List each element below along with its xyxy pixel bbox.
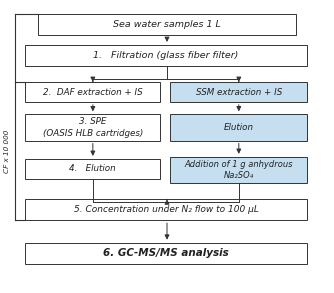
Text: 3. SPE
(OASIS HLB cartridges): 3. SPE (OASIS HLB cartridges)	[42, 117, 143, 137]
FancyBboxPatch shape	[170, 114, 307, 141]
FancyBboxPatch shape	[25, 45, 307, 66]
FancyBboxPatch shape	[170, 82, 307, 102]
FancyBboxPatch shape	[25, 159, 160, 179]
Text: 1.   Filtration (glass fiber filter): 1. Filtration (glass fiber filter)	[94, 51, 239, 60]
FancyBboxPatch shape	[25, 243, 307, 264]
Text: Elution: Elution	[224, 123, 254, 132]
FancyBboxPatch shape	[25, 199, 307, 220]
Text: 2.  DAF extraction + IS: 2. DAF extraction + IS	[43, 88, 143, 96]
FancyBboxPatch shape	[25, 82, 160, 102]
Text: CF x 10 000: CF x 10 000	[4, 130, 10, 173]
Text: 4.   Elution: 4. Elution	[69, 164, 116, 173]
Text: SSM extraction + IS: SSM extraction + IS	[196, 88, 282, 96]
FancyBboxPatch shape	[38, 14, 296, 35]
Text: 6. GC-MS/MS analysis: 6. GC-MS/MS analysis	[103, 248, 229, 258]
FancyBboxPatch shape	[170, 157, 307, 183]
FancyBboxPatch shape	[25, 114, 160, 141]
Text: Sea water samples 1 L: Sea water samples 1 L	[113, 20, 221, 29]
Text: 5. Concentration under N₂ flow to 100 μL: 5. Concentration under N₂ flow to 100 μL	[74, 205, 259, 214]
Text: Addition of 1 g anhydrous
Na₂SO₄: Addition of 1 g anhydrous Na₂SO₄	[185, 160, 293, 180]
